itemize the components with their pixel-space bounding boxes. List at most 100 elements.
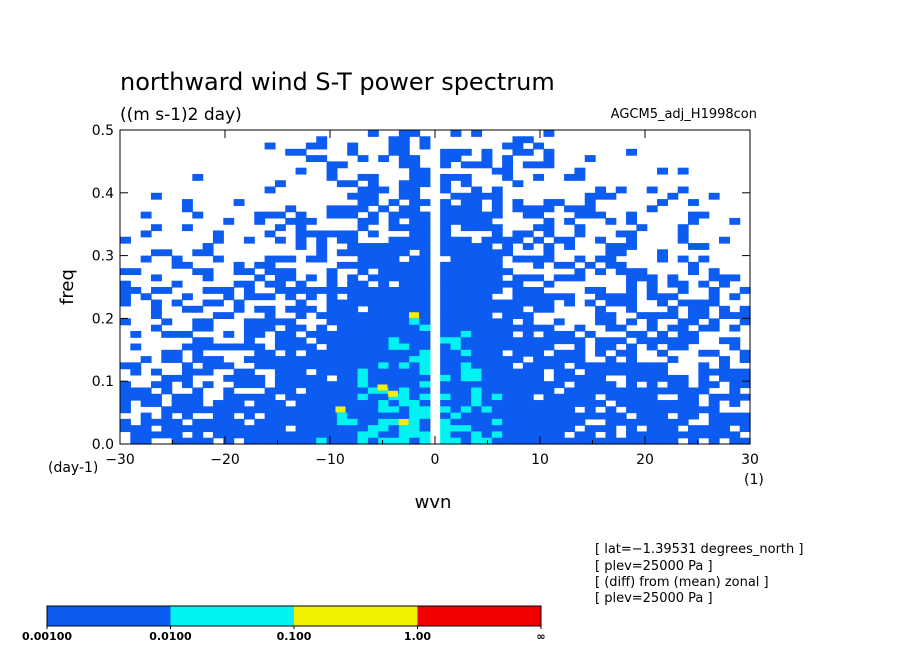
spectrum-cell: [409, 255, 421, 263]
spectrum-cell: [419, 337, 431, 345]
spectrum-cell: [130, 387, 142, 395]
spectrum-cell: [398, 211, 410, 219]
spectrum-cell: [595, 236, 607, 244]
spectrum-cell: [481, 268, 493, 276]
spectrum-cell: [626, 349, 637, 357]
spectrum-cell: [626, 362, 637, 370]
spectrum-cell: [481, 192, 493, 200]
spectrum-cell: [574, 230, 586, 238]
spectrum-cell: [254, 425, 266, 433]
spectrum-cell: [719, 356, 730, 363]
spectrum-cell: [636, 393, 648, 401]
spectrum-cell: [460, 337, 472, 345]
spectrum-cell: [646, 387, 658, 395]
spectrum-cell: [388, 330, 400, 338]
spectrum-cell: [357, 224, 369, 232]
spectrum-cell: [233, 381, 245, 389]
spectrum-cell: [533, 356, 545, 363]
spectrum-cell: [378, 362, 390, 370]
spectrum-cell: [150, 393, 162, 401]
spectrum-cell: [409, 393, 421, 401]
spectrum-cell: [409, 224, 421, 232]
spectrum-cell: [388, 374, 400, 382]
spectrum-cell: [533, 293, 545, 301]
spectrum-cell: [522, 400, 534, 407]
spectrum-cell: [677, 280, 689, 288]
spectrum-cell: [316, 437, 328, 445]
spectrum-cell: [295, 299, 307, 307]
spectrum-cell: [223, 393, 235, 401]
spectrum-cell: [285, 431, 297, 439]
spectrum-cell: [574, 224, 586, 232]
spectrum-cell: [698, 349, 710, 357]
spectrum-cell: [553, 318, 565, 326]
spectrum-cell: [223, 425, 235, 433]
spectrum-cell: [471, 243, 483, 250]
spectrum-cell: [584, 261, 596, 269]
spectrum-cell: [512, 136, 524, 144]
spectrum-cell: [326, 230, 338, 238]
spectrum-cell: [150, 305, 162, 313]
spectrum-cell: [522, 274, 534, 282]
spectrum-cell: [120, 406, 131, 414]
spectrum-cell: [667, 305, 679, 313]
spectrum-cell: [677, 393, 689, 401]
spectrum-cell: [564, 406, 576, 414]
spectrum-cell: [274, 330, 286, 338]
spectrum-cell: [398, 412, 410, 420]
spectrum-cell: [305, 362, 317, 370]
spectrum-cell: [543, 293, 555, 301]
high-power-cell: [398, 419, 409, 426]
spectrum-cell: [150, 224, 162, 232]
spectrum-cell: [120, 362, 131, 370]
spectrum-cell: [212, 412, 224, 420]
spectrum-cell: [657, 293, 668, 301]
spectrum-cell: [357, 173, 369, 181]
spectrum-cell: [512, 412, 524, 420]
spectrum-cell: [223, 406, 235, 414]
spectrum-cell: [646, 393, 658, 401]
spectrum-cell: [543, 437, 555, 445]
spectrum-cell: [543, 356, 555, 363]
spectrum-cell: [729, 418, 741, 426]
spectrum-cell: [398, 274, 410, 282]
spectrum-cell: [512, 368, 524, 376]
spectrum-cell: [326, 356, 338, 363]
spectrum-cell: [512, 142, 524, 150]
spectrum-cell: [409, 425, 421, 433]
spectrum-cell: [471, 192, 483, 200]
spectrum-cell: [233, 368, 245, 376]
spectrum-cell: [181, 425, 193, 433]
spectrum-cell: [543, 337, 555, 345]
spectrum-cell: [481, 406, 493, 414]
spectrum-cell: [326, 437, 338, 445]
spectrum-cell: [698, 431, 710, 439]
y-tick-label: 0.4: [92, 186, 114, 202]
spectrum-cell: [409, 293, 421, 301]
spectrum-cell: [274, 280, 286, 288]
spectrum-cell: [378, 400, 390, 407]
spectrum-cell: [316, 255, 328, 263]
spectrum-cell: [605, 337, 617, 345]
spectrum-cell: [553, 412, 565, 420]
spectrum-cell: [460, 161, 472, 169]
spectrum-cell: [564, 356, 576, 363]
spectrum-cell: [553, 349, 565, 357]
spectrum-cell: [440, 418, 452, 426]
spectrum-cell: [409, 330, 421, 338]
spectrum-cell: [502, 243, 514, 250]
spectrum-cell: [140, 356, 152, 363]
high-power-cell: [388, 390, 398, 397]
spectrum-cell: [481, 243, 493, 250]
spectrum-cell: [502, 280, 514, 288]
spectrum-cell: [367, 418, 379, 426]
spectrum-cell: [440, 155, 452, 162]
spectrum-cell: [522, 349, 534, 357]
spectrum-cell: [316, 425, 328, 433]
spectrum-cell: [140, 418, 152, 426]
spectrum-cell: [636, 400, 648, 407]
spectrum-cell: [150, 192, 162, 200]
spectrum-cell: [615, 249, 627, 257]
spectrum-cell: [409, 155, 421, 162]
spectrum-cell: [357, 343, 369, 351]
